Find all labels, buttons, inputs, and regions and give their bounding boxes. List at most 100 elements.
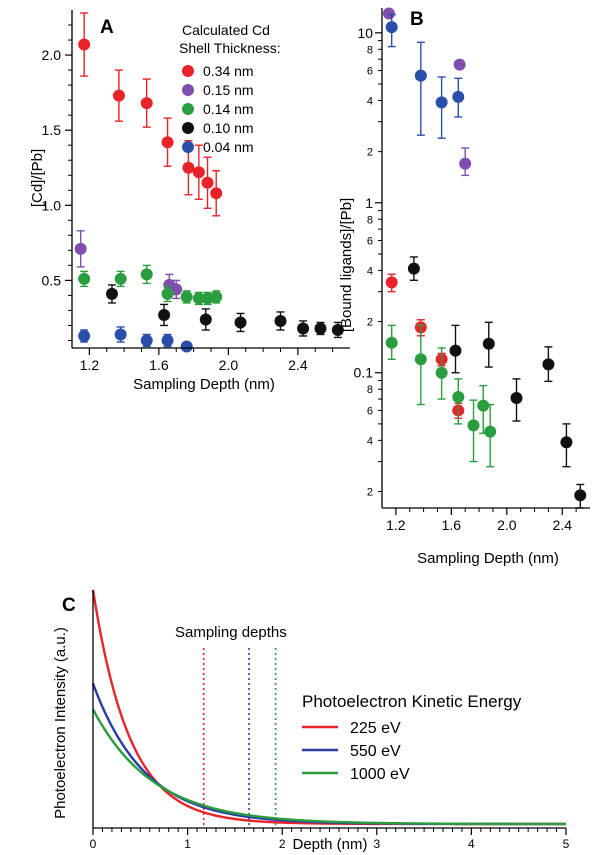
panel-c-legend: Photoelectron Kinetic Energy 225 eV 550 e… (302, 692, 522, 783)
panel-c-x-tick-label: 3 (373, 837, 380, 851)
panel-b-y-tick-label: 8 (367, 384, 373, 396)
panel-b-y-tick-label: 4 (367, 95, 373, 107)
panel-b-point-0-14-nm (452, 390, 465, 403)
panel-b-y-axis-label: [Bound ligands]/[Pb] (338, 198, 355, 332)
panel-b-y-tick-label: 4 (367, 435, 373, 447)
panel-a-point-0-34-nm (201, 176, 214, 189)
panel-a-legend-title-line1: Calculated Cd (182, 22, 270, 38)
panel-b-point-0-04-nm (385, 21, 398, 34)
panel-a-point-0-10-nm (274, 314, 287, 327)
panel-a-point-0-34-nm (210, 187, 223, 200)
panel-a-point-0-14-nm (210, 290, 223, 303)
panel-c-letter: C (62, 595, 76, 616)
panel-b-point-0-10-nm (510, 392, 523, 405)
panel-a-legend-label-0-04-nm: 0.04 nm (203, 139, 254, 155)
panel-c-legend-items: 225 eV 550 eV 1000 eV (302, 720, 410, 783)
panel-b-x-tick-label: 1.2 (386, 517, 406, 533)
panel-b-x-tick-label: 1.6 (442, 517, 462, 533)
panel-a-point-0-14-nm (78, 272, 91, 285)
panel-a-legend-marker-0-04-nm (182, 141, 194, 153)
panel-a-legend-items: 0.34 nm 0.15 nm 0.14 nm 0.10 nm 0.04 nm (182, 63, 254, 155)
panel-a-points (74, 12, 344, 353)
panel-a-x-tick-label: 1.2 (80, 357, 100, 373)
panel-b-y-tick-label: 1 (365, 195, 373, 211)
panel-a-legend-label-0-14-nm: 0.14 nm (203, 101, 254, 117)
panel-c-axes (92, 590, 566, 829)
panel-b-x-tick-label: 2.4 (553, 517, 573, 533)
panel-b-point-0-14-nm (467, 419, 480, 432)
panel-b-x-axis-label: Sampling Depth (nm) (417, 550, 559, 567)
panel-a-legend-marker-0-34-nm (182, 65, 194, 77)
panel-a-point-0-34-nm (78, 38, 91, 51)
panel-a-ticks: 1.2 1.6 2.0 2.4 0.5 1.0 1.5 2.0 (42, 24, 334, 373)
panel-b-y-tick-label: 2 (367, 147, 373, 159)
panel-b-y-tick-label: 6 (367, 66, 373, 78)
panel-b: B 1.2 1.6 2.0 2.4 2 4 6 8 0.1 2 4 6 8 1 2 4 6 8 10 Samplin… (338, 7, 590, 567)
panel-a-point-0-10-nm (234, 316, 247, 329)
panel-b-y-tick-label: 6 (367, 405, 373, 417)
panel-c-legend-label-1000-ev: 1000 eV (350, 766, 410, 783)
panel-c-sampling-depths-annotation: Sampling depths (175, 624, 287, 641)
panel-b-x-tick-label: 2.0 (497, 517, 517, 533)
panel-c-x-axis-label: Depth (nm) (292, 836, 367, 853)
panel-a-y-tick-label: 1.5 (42, 122, 62, 138)
panel-b-y-tick-label: 8 (367, 214, 373, 226)
panel-a-point-0-04-nm (161, 334, 174, 347)
panel-b-point-0-15-nm (459, 157, 472, 170)
panel-b-point-0-14-nm (477, 399, 490, 412)
panel-a-letter: A (100, 17, 114, 38)
panel-b-ticks: 1.2 1.6 2.0 2.4 2 4 6 8 0.1 2 4 6 8 1 2 4 6 8 10 (354, 25, 577, 533)
panel-a-point-0-34-nm (140, 97, 153, 110)
panel-c-legend-label-550-ev: 550 eV (350, 743, 401, 760)
panel-a-point-0-34-nm (192, 166, 205, 179)
panel-a-y-tick-label: 0.5 (42, 272, 62, 288)
panel-a-point-0-10-nm (199, 313, 212, 326)
panel-b-point-0-04-nm (452, 90, 465, 103)
panel-c-x-tick-label: 5 (563, 837, 570, 851)
panel-a-legend-marker-0-10-nm (182, 122, 194, 134)
panel-a-point-0-15-nm (74, 242, 87, 255)
panel-b-axes (381, 8, 590, 509)
panel-a-point-0-14-nm (140, 268, 153, 281)
panel-a-legend-marker-0-14-nm (182, 103, 194, 115)
panel-b-point-0-15-nm (382, 7, 395, 20)
panel-c-x-tick-label: 0 (90, 837, 97, 851)
panel-b-point-0-14-nm (414, 353, 427, 366)
panel-a-point-0-34-nm (161, 136, 174, 149)
panel-a-point-0-14-nm (180, 290, 193, 303)
panel-a-point-0-14-nm (114, 272, 127, 285)
panel-a-point-0-14-nm (192, 292, 205, 305)
panel-a-point-0-04-nm (114, 328, 127, 341)
panel-b-y-tick-label: 10 (357, 25, 373, 41)
panel-a-point-0-14-nm (161, 287, 174, 300)
panel-c-curves (91, 589, 566, 826)
panel-a-legend-title-line2: Shell Thickness: (179, 40, 281, 56)
panel-a-legend-label-0-15-nm: 0.15 nm (203, 82, 254, 98)
panel-b-point-0-10-nm (482, 337, 495, 350)
panel-a-point-0-10-nm (297, 322, 310, 335)
panel-a-point-0-10-nm (105, 287, 118, 300)
panel-c-y-axis-label: Photoelectron Intensity (a.u.) (52, 627, 69, 819)
panel-b-point-0-14-nm (435, 366, 448, 379)
panel-c-sampling-depth-lines (202, 648, 277, 828)
panel-b-y-tick-label: 2 (367, 317, 373, 329)
panel-a-x-tick-label: 2.0 (219, 357, 239, 373)
panel-b-y-tick-label: 8 (367, 44, 373, 56)
panel-b-y-tick-label: 4 (367, 265, 373, 277)
panel-a-point-0-10-nm (158, 308, 171, 321)
panel-b-point-0-10-nm (542, 358, 555, 371)
panel-b-point-0-04-nm (414, 69, 427, 82)
panel-a-y-tick-label: 2.0 (42, 47, 62, 63)
panel-a-point-0-34-nm (112, 89, 125, 102)
panel-b-y-tick-label: 0.1 (354, 365, 374, 381)
panel-a-x-tick-label: 1.6 (149, 357, 169, 373)
panel-b-point-0-10-nm (407, 262, 420, 275)
panel-a: A 1.2 1.6 2.0 2.4 0.5 1.0 1.5 2.0 Sampling Dept… (29, 10, 350, 393)
panel-a-y-tick-label: 1.0 (42, 197, 62, 213)
panel-a-legend-label-0-10-nm: 0.10 nm (203, 120, 254, 136)
panel-a-axes (71, 10, 350, 349)
panel-b-point-0-15-nm (453, 58, 466, 71)
panel-b-points (382, 7, 587, 509)
panel-a-legend: Calculated Cd Shell Thickness: 0.34 nm0.… (179, 22, 281, 155)
